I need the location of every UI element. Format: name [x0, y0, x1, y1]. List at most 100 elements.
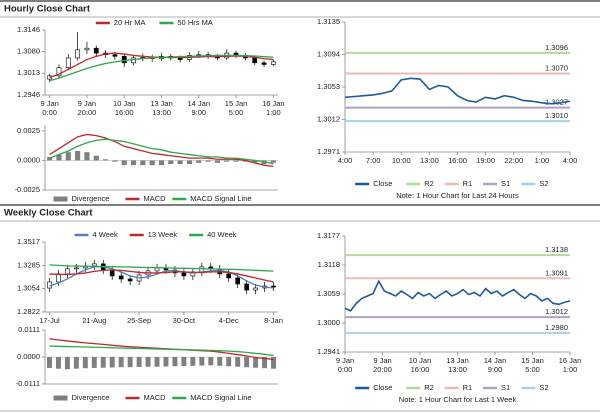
legend-label: S1: [501, 383, 510, 392]
x-tick-label: 30-Oct: [172, 316, 196, 325]
x-tick-label: 4:00: [562, 156, 578, 165]
divergence-bar: [235, 357, 241, 367]
series-line: [49, 269, 274, 283]
x-tick-label: 16:00: [448, 156, 467, 165]
series-line: [344, 279, 571, 312]
series-line: [49, 138, 274, 165]
x-tick-label: 10 Jan 16:00: [408, 356, 432, 374]
legend-label: Close: [373, 179, 392, 188]
y-tick-label: 1.3054: [17, 284, 40, 293]
legend-label: R2: [424, 383, 434, 392]
candle-body: [271, 285, 276, 288]
y-tick-label: -0.0025: [15, 185, 40, 194]
x-tick-label: 10:00: [391, 156, 411, 165]
divergence-bar: [205, 160, 211, 162]
y-tick-label: 1.3177: [317, 231, 340, 240]
level-label: 1.3070: [545, 64, 568, 73]
legend-label: Close: [373, 383, 392, 392]
divergence-bar: [190, 357, 196, 366]
candle-body: [261, 62, 267, 65]
series-line: [49, 133, 274, 168]
series-line: [344, 77, 571, 105]
y-tick-label: 1.3013: [17, 68, 40, 77]
legend-label: 4 Week: [93, 230, 119, 239]
divergence-bar: [47, 357, 52, 368]
divergence-bar: [84, 152, 90, 161]
chart-note: Note: 1 Hour Chart for Last 24 Hours: [396, 191, 519, 200]
series-line: [49, 264, 274, 272]
divergence-bar: [91, 357, 97, 368]
candle-body: [74, 267, 79, 270]
x-tick-label: 21-Aug: [82, 316, 107, 325]
candle-body: [112, 54, 118, 57]
divergence-bar: [262, 357, 268, 369]
divergence-bar: [64, 357, 70, 370]
divergence-bar: [103, 159, 109, 161]
y-tick-label: 0.0025: [17, 126, 40, 135]
x-tick-label: 13:00: [419, 156, 439, 165]
divergence-bar: [112, 160, 118, 162]
x-tick-label: 1:00: [534, 156, 550, 165]
legend-label: MACD: [144, 393, 167, 402]
y-tick-label: 1.3517: [17, 237, 40, 246]
divergence-bar: [145, 357, 151, 367]
y-tick-label: 1.3012: [317, 114, 340, 123]
legend-label: 40 Week: [207, 230, 237, 239]
candle-body: [65, 57, 71, 69]
divergence-bar: [224, 160, 230, 162]
legend-label: S2: [539, 179, 548, 188]
y-tick-label: 1.3000: [317, 318, 340, 327]
divergence-bar: [100, 357, 106, 368]
candle-body: [65, 268, 70, 275]
x-tick-label: 15 Jan 5:00: [224, 99, 248, 117]
section-heading: Weekly Close Chart: [4, 208, 93, 219]
legend-label: MACD: [144, 194, 167, 203]
divergence-bar: [55, 357, 61, 369]
divergence-bar: [136, 357, 142, 367]
candle-body: [84, 47, 90, 51]
divergence-bar: [270, 160, 276, 163]
y-tick-label: 0.0000: [17, 352, 40, 361]
candle-body: [131, 57, 136, 64]
x-tick-label: 17-Jul: [39, 316, 60, 325]
divergence-bar: [214, 160, 220, 163]
candle-body: [93, 47, 99, 54]
x-tick-label: 10 Jan 16:00: [112, 99, 136, 117]
candle-body: [109, 269, 115, 277]
legend-label: 20 Hr MA: [114, 18, 146, 27]
divergence-bar: [196, 160, 202, 163]
y-tick-label: 1.3094: [317, 49, 340, 58]
level-label: 1.2980: [545, 323, 568, 332]
divergence-bar: [233, 160, 239, 162]
level-label: 1.3091: [545, 268, 568, 277]
level-label: 1.3012: [545, 307, 568, 316]
divergence-bar: [93, 155, 99, 161]
divergence-bar: [208, 357, 214, 366]
divergence-bar: [244, 357, 250, 368]
candle-body: [252, 57, 258, 64]
section-heading: Hourly Close Chart: [4, 4, 91, 15]
y-tick-label: 1.3080: [17, 46, 40, 55]
divergence-bar: [172, 357, 178, 367]
x-tick-label: 25-Sep: [127, 316, 152, 325]
legend-label: 13 Week: [148, 230, 178, 239]
candle-body: [244, 283, 249, 291]
divergence-bar: [199, 357, 205, 366]
x-tick-label: 19:00: [476, 156, 496, 165]
legend-swatch: [53, 196, 68, 202]
divergence-bar: [253, 357, 259, 368]
divergence-bar: [149, 160, 155, 166]
divergence-bar: [217, 357, 223, 366]
legend-label: R2: [424, 179, 434, 188]
divergence-bar: [168, 160, 174, 164]
divergence-bar: [130, 160, 137, 166]
candle-body: [127, 278, 133, 282]
divergence-bar: [109, 357, 115, 368]
legend-label: 50 Hrs MA: [177, 18, 212, 27]
divergence-bar: [186, 160, 193, 164]
candle-body: [75, 49, 81, 59]
y-tick-label: 0.0000: [17, 155, 40, 164]
x-tick-label: 9 Jan 20:00: [373, 356, 392, 374]
series-line: [49, 345, 274, 356]
